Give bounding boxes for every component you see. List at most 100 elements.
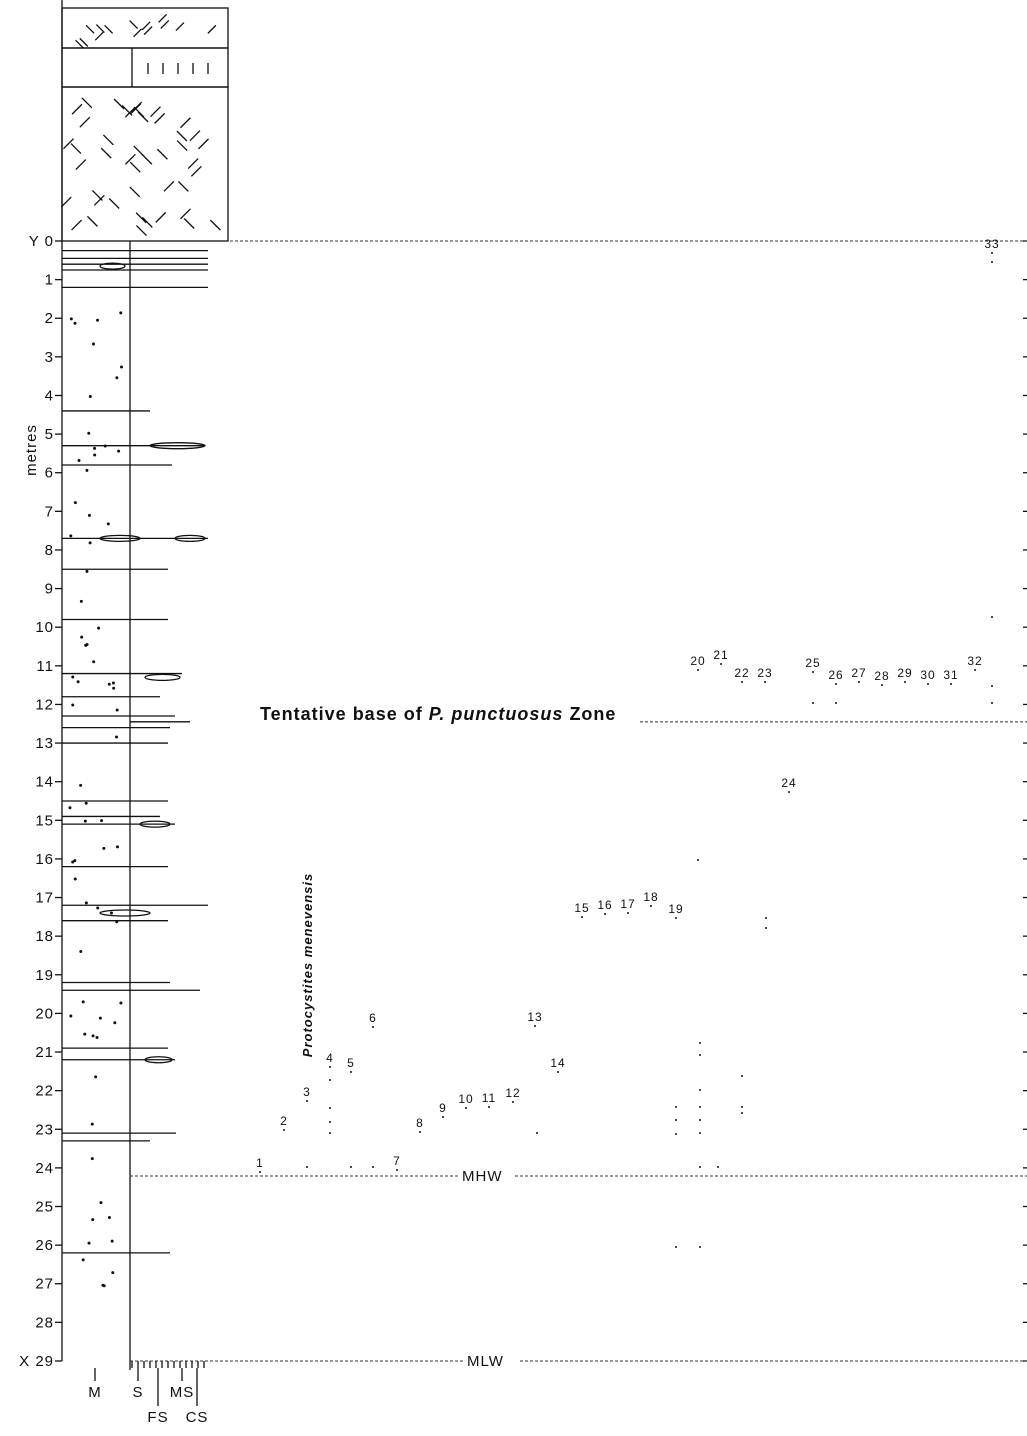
mhw-label: MHW: [462, 1168, 503, 1185]
pebble: [115, 736, 118, 739]
sample-dot: [557, 1071, 559, 1073]
occurrence-dot: [536, 1132, 538, 1134]
sample-dot: [488, 1106, 490, 1108]
depth-label: Y 0: [29, 233, 54, 250]
sample-dot: [581, 916, 583, 918]
occurrence-dot: [765, 917, 767, 919]
pebble: [93, 447, 96, 450]
pebble: [82, 1258, 85, 1261]
pebble: [92, 343, 95, 346]
pebble: [69, 1015, 72, 1018]
pebble: [110, 912, 113, 915]
sample-dot: [675, 917, 677, 919]
texture: [199, 139, 209, 149]
sample-label: 19: [668, 902, 683, 916]
sample-label: 32: [967, 654, 982, 668]
pebble: [88, 514, 91, 517]
texture: [96, 25, 104, 33]
sample-label: 30: [920, 668, 935, 682]
sample-label: 7: [393, 1154, 401, 1168]
occurrence-dot: [765, 927, 767, 929]
texture: [161, 20, 169, 28]
species-label: Protocystites menevensis: [300, 873, 315, 1057]
texture: [188, 159, 198, 169]
occurrence-dot: [699, 1106, 701, 1108]
sample-label: 3: [303, 1085, 311, 1099]
depth-label: 3: [45, 349, 54, 366]
sample-label: 25: [805, 656, 820, 670]
texture: [130, 187, 140, 197]
occurrence-dot: [699, 1119, 701, 1121]
pebble: [84, 820, 87, 823]
depth-label: 8: [45, 542, 54, 559]
sample-dot: [858, 681, 860, 683]
pebble: [82, 1000, 85, 1003]
pebble: [107, 522, 110, 525]
sample-dot: [927, 683, 929, 685]
depth-label: 19: [35, 967, 54, 984]
texture: [176, 23, 184, 31]
occurrence-dot: [675, 1133, 677, 1135]
texture: [159, 14, 167, 22]
sample-dot: [650, 905, 652, 907]
texture: [190, 131, 200, 141]
sample-dot: [720, 663, 722, 665]
grain-size-label: MS: [170, 1384, 195, 1401]
sample-dot: [764, 681, 766, 683]
lens: [100, 910, 150, 916]
sample-label: 17: [620, 897, 635, 911]
sample-label: 20: [690, 654, 705, 668]
sample-dot: [306, 1100, 308, 1102]
pebble: [116, 845, 119, 848]
depth-label: 20: [35, 1005, 54, 1022]
depth-label: 22: [35, 1083, 54, 1100]
sample-label: 18: [643, 890, 658, 904]
occurrence-dot: [699, 1089, 701, 1091]
pebble: [74, 501, 77, 504]
occurrence-dot: [717, 1166, 719, 1168]
depth-label: 21: [35, 1044, 54, 1061]
pebble: [79, 950, 82, 953]
occurrence-dot: [697, 859, 699, 861]
pebble: [85, 570, 88, 573]
lens: [145, 674, 180, 680]
texture: [208, 25, 216, 33]
sample-dot: [835, 683, 837, 685]
zone-label: Tentative base of P. punctuosus Zone: [260, 704, 616, 724]
occurrence-dot: [812, 702, 814, 704]
top-bed: [62, 87, 228, 241]
depth-label: 6: [45, 465, 54, 482]
texture: [92, 190, 102, 200]
sample-dot: [396, 1169, 398, 1171]
texture: [180, 209, 190, 219]
depth-label: X 29: [19, 1353, 54, 1370]
texture: [72, 104, 82, 114]
occurrence-dot: [306, 1166, 308, 1168]
pebble: [71, 676, 74, 679]
sample-dot: [904, 681, 906, 683]
texture: [177, 141, 187, 151]
sample-label: 1: [256, 1156, 264, 1170]
depth-label: 15: [35, 812, 54, 829]
texture: [134, 29, 142, 37]
pebble: [85, 469, 88, 472]
texture: [61, 197, 71, 207]
occurrence-dot: [675, 1106, 677, 1108]
depth-label: 9: [45, 581, 54, 598]
texture: [142, 217, 152, 227]
sample-dot: [604, 913, 606, 915]
depth-label: 13: [35, 735, 54, 752]
texture: [76, 160, 86, 170]
pebble: [88, 1242, 91, 1245]
texture: [144, 27, 152, 35]
texture: [142, 22, 150, 30]
pebble: [86, 643, 89, 646]
sample-label: 2: [280, 1114, 288, 1128]
occurrence-dot: [675, 1246, 677, 1248]
texture: [157, 149, 167, 159]
depth-label: 12: [35, 696, 54, 713]
depth-label: 24: [35, 1160, 54, 1177]
texture: [164, 181, 174, 191]
depth-label: 7: [45, 503, 54, 520]
sample-label: 28: [874, 669, 889, 683]
